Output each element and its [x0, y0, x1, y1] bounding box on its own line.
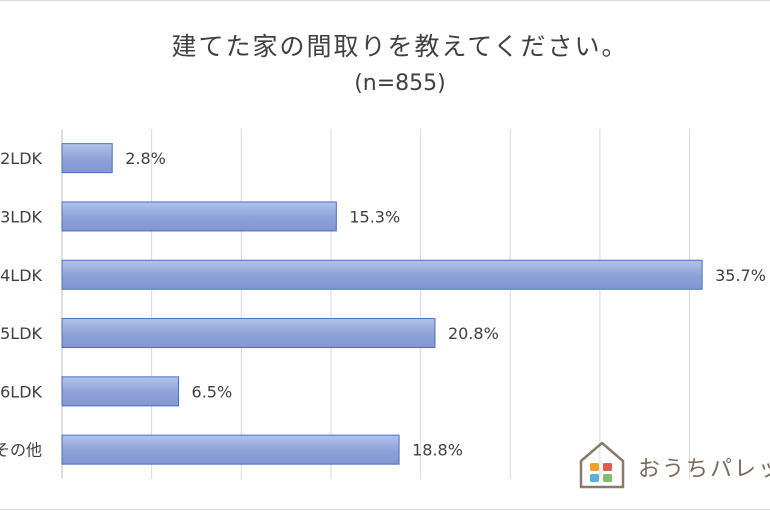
bar	[61, 434, 400, 465]
category-label: 4LDK	[0, 266, 42, 285]
chart-subtitle: (n=855)	[354, 71, 446, 96]
category-label: 5LDK	[0, 324, 42, 343]
bar	[61, 201, 337, 232]
brand-logo: おうちパレット	[576, 437, 770, 493]
house-logo-icon	[579, 441, 625, 489]
data-label: 20.8%	[448, 324, 499, 343]
category-label: 2LDK	[0, 149, 42, 168]
category-label: 6LDK	[0, 382, 42, 401]
category-label: 3LDK	[0, 207, 42, 226]
data-label: 18.8%	[412, 441, 463, 460]
data-label: 2.8%	[125, 149, 166, 168]
data-label: 15.3%	[349, 207, 400, 226]
bar	[61, 376, 180, 407]
logo-text: おうちパレット	[638, 457, 770, 482]
category-label: その他	[0, 441, 42, 460]
data-label: 35.7%	[715, 266, 766, 285]
bar	[61, 143, 113, 174]
chart-title: 建てた家の間取りを教えてください。	[171, 32, 629, 61]
data-label: 6.5%	[192, 382, 233, 401]
bar	[61, 259, 703, 290]
bar	[61, 318, 436, 349]
